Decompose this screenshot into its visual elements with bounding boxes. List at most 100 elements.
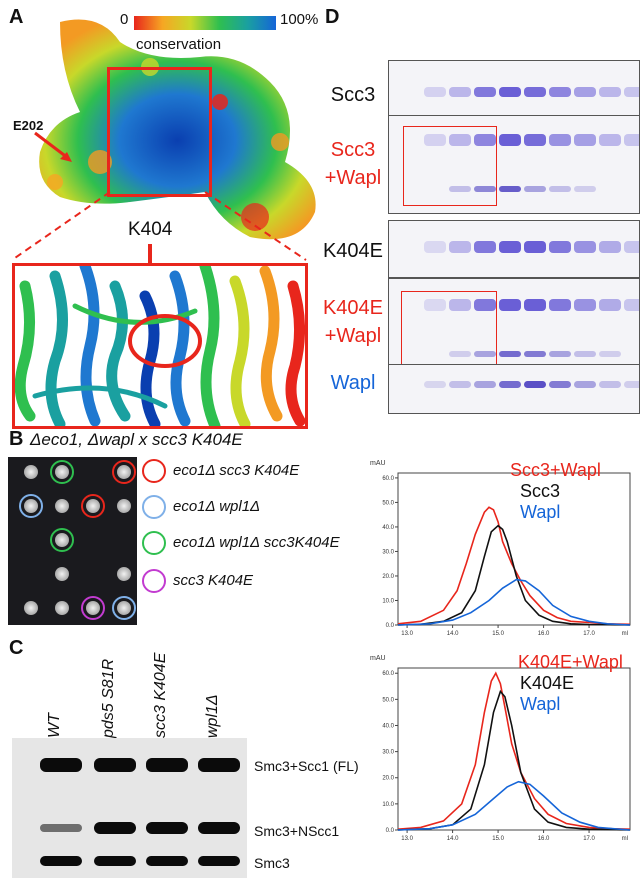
x-axis-label: ml [622, 631, 628, 637]
gel-band [449, 351, 471, 357]
series-line-2 [397, 578, 631, 626]
gel-band [474, 186, 496, 192]
e202-label: E202 [13, 118, 44, 133]
colony-marker [19, 494, 43, 518]
lane-labels: WT pds5 S81R scc3 K404E wpl1Δ [40, 640, 280, 750]
y-tick-label: 0.0 [386, 623, 395, 629]
gel-band [549, 186, 571, 192]
gel-band [574, 186, 596, 192]
panel-label-d: D [325, 6, 340, 28]
highlight-box-scc3-wapl [403, 126, 497, 206]
gel-band [424, 241, 446, 253]
chromatogram-bottom-svg: mAU 0.0 10.0 20.0 30.0 40.0 50.0 60.0 13.0 14.0 15… [370, 655, 631, 842]
lane-label-wpl1: wpl1Δ [204, 694, 221, 738]
gel-band [474, 241, 496, 253]
y-tick-label: 20.0 [382, 574, 394, 580]
y-tick-label: 30.0 [382, 549, 394, 555]
gel-band [549, 134, 571, 146]
gel-band [424, 134, 446, 146]
gel-band [574, 241, 596, 253]
chart-top-legend: Scc3+Wapl Scc3 Wapl [510, 460, 601, 523]
band-n-wpl1 [198, 822, 240, 834]
gel-band [574, 299, 596, 311]
gel-band [574, 87, 596, 97]
y-axis-label: mAU [370, 460, 386, 467]
x-tick-label: 16.0 [538, 836, 550, 842]
gel-label-scc3-wapl: Scc3 +Wapl [324, 139, 382, 189]
colony-marker [112, 460, 136, 484]
band-n-pds5 [94, 822, 136, 834]
gel-band [599, 241, 621, 253]
x-tick-label: 17.0 [583, 631, 595, 637]
panel-label-a: A [9, 6, 24, 28]
tetrad-plate [8, 457, 137, 625]
gel-band [474, 87, 496, 97]
gel-band [449, 241, 471, 253]
gel-band [474, 134, 496, 146]
lane-label-wt: WT [46, 713, 63, 738]
band-fl-wpl1 [198, 758, 240, 772]
gel-band [624, 87, 639, 97]
gel-band [524, 134, 546, 146]
gel-band [499, 381, 521, 388]
band-label-fl: Smc3+Scc1 (FL) [254, 758, 359, 774]
x-tick-label: 15.0 [492, 631, 504, 637]
gel-band [474, 299, 496, 311]
legend-circle-red [142, 459, 166, 483]
gel-label-scc3: Scc3 [330, 84, 376, 106]
colony [55, 499, 69, 513]
legend-eco1-wpl1: eco1Δ wpl1Δ [173, 498, 261, 515]
gel-band [574, 134, 596, 146]
scale-caption: conservation [136, 36, 222, 53]
gel-band [574, 351, 596, 357]
y-axis-label: mAU [370, 655, 386, 662]
gel-label-k404e: K404E [322, 240, 384, 262]
x-tick-label: 13.0 [401, 631, 413, 637]
x-tick-label: 16.0 [538, 631, 550, 637]
gel-band [549, 351, 571, 357]
band-label-nscc1: Smc3+NScc1 [254, 823, 340, 839]
colony-marker [50, 528, 74, 552]
gel-band [499, 134, 521, 146]
gel-band [499, 351, 521, 357]
band-smc3-wt [40, 856, 82, 866]
y-tick-label: 10.0 [382, 802, 394, 808]
y-tick-label: 50.0 [382, 697, 394, 703]
y-tick-label: 50.0 [382, 500, 394, 506]
chromatogram-bottom: mAU 0.0 10.0 20.0 30.0 40.0 50.0 60.0 13.0 14.0 15… [368, 650, 640, 850]
gel-band [424, 87, 446, 97]
legend-series-wapl-bottom: Wapl [520, 694, 561, 714]
k404-label: K404 [128, 219, 173, 240]
colony [117, 567, 131, 581]
band-smc3-scc3 [146, 856, 188, 866]
y-tick-label: 60.0 [382, 671, 394, 677]
legend-scc3k404e: scc3 K404E [173, 572, 254, 589]
legend-series-scc3: Scc3 [520, 481, 561, 501]
gel-band [499, 241, 521, 253]
x-tick-label: 15.0 [492, 836, 504, 842]
plot-frame [397, 472, 631, 626]
band-smc3-pds5 [94, 856, 136, 866]
series-line-1 [397, 524, 631, 626]
scale-min-label: 0 [120, 11, 129, 28]
series-line-2 [397, 780, 631, 831]
gel-band [574, 381, 596, 388]
gel-band [599, 134, 621, 146]
gel-band [624, 241, 639, 253]
x-tick-label: 17.0 [583, 836, 595, 842]
gel-band [474, 381, 496, 388]
conservation-colorbar [134, 16, 276, 30]
y-tick-label: 40.0 [382, 723, 394, 729]
colony [24, 601, 38, 615]
panel-label-b: B [9, 428, 24, 450]
chromatogram-top: mAU 0.0 10.0 20.0 30.0 40.0 50.0 60.0 13.0 14.0 15… [368, 455, 640, 645]
x-tick-label: 13.0 [401, 836, 413, 842]
colony-marker [81, 494, 105, 518]
gel-band [524, 241, 546, 253]
colony [55, 567, 69, 581]
gel-band [524, 299, 546, 311]
band-fl-pds5 [94, 758, 136, 772]
gel-band [449, 186, 471, 192]
gel-band [549, 381, 571, 388]
y-tick-label: 40.0 [382, 525, 394, 531]
